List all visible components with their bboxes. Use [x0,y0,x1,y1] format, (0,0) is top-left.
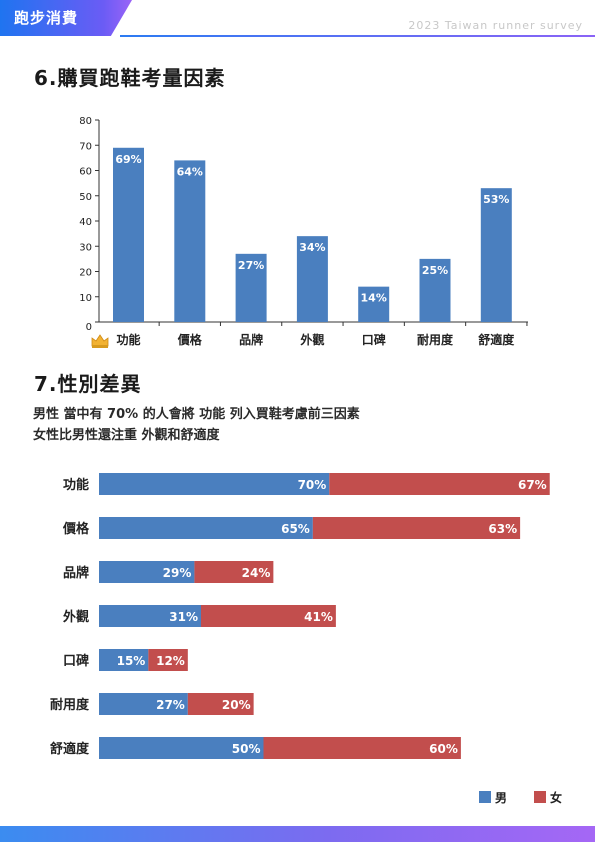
y-tick-label: 30 [79,242,92,253]
bar-value-label: 34% [299,241,325,254]
male-bar [99,737,264,759]
male-bar [99,473,330,495]
y-tick-label: 80 [79,116,92,127]
y-tick-label: 50 [79,192,92,203]
male-bar [99,605,201,627]
section-tag-label: 跑步消費 [14,9,79,27]
x-tick-label: 價格 [177,332,203,347]
category-label: 品牌 [63,565,89,581]
male-bar [99,561,195,583]
female-bar [329,473,550,495]
female-bar [312,517,521,539]
bar [235,253,267,322]
bar [419,258,451,322]
legend-swatch-female [534,791,546,803]
bar-value-label: 64% [177,165,203,178]
x-tick-label: 功能 [116,332,140,347]
female-bar [263,737,461,759]
male-bar [99,693,188,715]
bar-value-label: 53% [483,193,509,206]
bar-value-label: 27% [238,259,264,272]
female-bar [194,561,274,583]
male-value-label: 31% [169,610,198,624]
female-bar [187,693,254,715]
male-bar [99,649,149,671]
bar [358,286,390,322]
header-divider [120,35,595,37]
female-bar [200,605,336,627]
male-bar [99,517,313,539]
x-tick-label: 耐用度 [417,332,454,347]
section-tag: 跑步消費 [0,0,132,36]
y-tick-label: 70 [79,141,92,152]
y-tick-label: 20 [79,268,92,279]
bar-value-label: 25% [422,264,448,277]
survey-label: 2023 Taiwan runner survey [408,19,583,32]
bar [296,236,328,322]
category-label: 口碑 [63,653,89,669]
category-label: 功能 [63,477,89,493]
bar [113,147,144,322]
x-tick-label: 口碑 [362,332,386,347]
crown-icon [91,334,109,348]
x-tick-label: 舒適度 [477,332,515,347]
female-value-label: 67% [518,478,547,492]
bar-value-label: 69% [115,153,141,166]
female-value-label: 20% [222,698,251,712]
y-tick-label: 10 [79,293,92,304]
category-label: 耐用度 [50,697,90,713]
x-tick-label: 品牌 [239,332,263,347]
y-tick-label: 40 [79,217,92,228]
female-bar [148,649,188,671]
bar [480,188,512,322]
female-value-label: 12% [156,654,185,668]
footer-band [0,826,595,842]
section-7-title: 7.性別差異 [34,372,142,396]
female-value-label: 41% [304,610,333,624]
legend-swatch-male [479,791,491,803]
male-value-label: 29% [163,566,192,580]
female-value-label: 24% [242,566,271,580]
y-tick-label: 0 [86,322,92,333]
bar-value-label: 14% [361,292,387,305]
legend-label-female: 女 [550,790,562,805]
male-value-label: 70% [298,478,327,492]
gender-note-line-2: 女性比男性還注重 外觀和舒適度 [33,428,220,443]
male-value-label: 50% [232,742,261,756]
y-tick-label: 60 [79,167,92,178]
gender-note-line-1: 男性 當中有 70% 的人會將 功能 列入買鞋考慮前三因素 [33,407,360,422]
male-value-label: 27% [156,698,185,712]
male-value-label: 65% [281,522,310,536]
male-value-label: 15% [117,654,146,668]
section-6-title: 6.購買跑鞋考量因素 [34,66,226,90]
purchase-factors-bar-chart: 0 10 20 30 40 50 60 70 80 69% 功能 64% 價格 27% 品牌 34% 外觀 14%… [79,116,528,348]
category-label: 外觀 [62,609,89,625]
bar [174,160,206,322]
legend-label-male: 男 [495,791,507,805]
category-label: 價格 [62,521,90,537]
female-value-label: 63% [488,522,517,536]
female-value-label: 60% [429,742,458,756]
x-tick-label: 外觀 [300,332,324,347]
category-label: 舒適度 [50,741,90,757]
